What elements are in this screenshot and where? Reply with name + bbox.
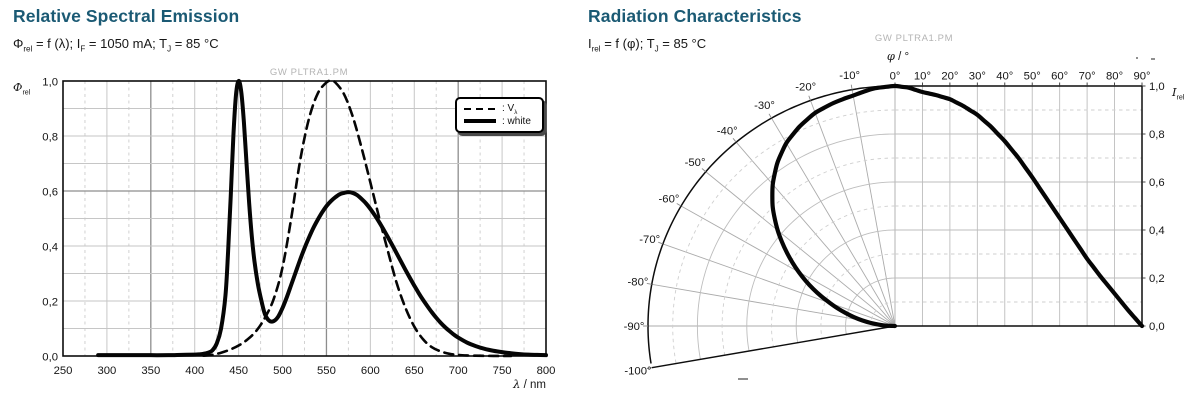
x-tick-label: 250 <box>54 365 73 377</box>
x-tick-label: 750 <box>493 365 512 377</box>
radiation-top-tick-labels: 0° 10° 20° 30° 40° 50° 60° 70° 80° 90° <box>890 71 1151 83</box>
angle-tick-label: -20° <box>795 81 816 93</box>
spectral-y-axis-label: Φrel <box>13 80 31 97</box>
angle-tick-label: -30° <box>754 100 775 112</box>
legend-row-vlambda: : Vλ <box>464 102 536 116</box>
r-tick-label: 0,0 <box>1149 321 1165 333</box>
legend-label-vlambda: : Vλ <box>502 102 518 116</box>
angle-tick-label: -90° <box>624 321 645 333</box>
angle-tick-label: 60° <box>1051 71 1068 83</box>
angle-tick-label: 50° <box>1024 71 1041 83</box>
x-tick-label: 800 <box>537 365 556 377</box>
legend-label-white: : white <box>502 115 531 127</box>
angle-tick-label: -70° <box>639 234 660 246</box>
spectral-legend: : Vλ : white <box>455 97 544 133</box>
x-tick-label: 700 <box>449 365 468 377</box>
spectral-title: Relative Spectral Emission <box>13 6 240 26</box>
angle-tick-label: 0° <box>890 71 901 83</box>
spectral-x-axis-label: λ / nm <box>513 377 546 391</box>
x-tick-label: 500 <box>273 365 292 377</box>
spectral-x-tick-labels: 250 300 350 400 450 500 550 600 650 700 750 800 <box>54 365 556 377</box>
y-tick-label: 0,4 <box>42 242 58 254</box>
radiation-subtitle: Irel = f (φ); TJ = 85 °C <box>588 36 707 54</box>
radiation-r-tick-labels: 1,0 0,8 0,6 0,4 0,2 0,0 <box>1149 81 1165 333</box>
legend-row-white: : white <box>464 115 536 127</box>
spectral-series-vlambda <box>202 79 513 358</box>
spectral-plot-frame <box>62 80 547 357</box>
x-tick-label: 650 <box>405 365 424 377</box>
radiation-frame <box>643 82 1146 369</box>
radiation-title: Radiation Characteristics <box>588 6 802 26</box>
angle-tick-label: -80° <box>628 277 649 289</box>
y-tick-label: 0,8 <box>42 132 58 144</box>
angle-tick-label: 70° <box>1079 71 1096 83</box>
legend-dashed-line-icon <box>464 107 496 111</box>
angle-tick-label: 10° <box>914 71 931 83</box>
angle-tick-label: -40° <box>717 126 738 138</box>
angle-tick-label: -10° <box>839 70 860 82</box>
x-tick-label: 400 <box>185 365 204 377</box>
y-tick-label: 0,6 <box>42 187 58 199</box>
x-tick-label: 350 <box>141 365 160 377</box>
angle-tick-label: -60° <box>659 194 680 206</box>
scan-artifact <box>738 378 748 380</box>
scan-artifact <box>1151 58 1155 60</box>
radiation-angle-axis-label: φ / ° <box>886 49 910 63</box>
y-tick-label: 0,0 <box>42 352 58 364</box>
angle-tick-label: 20° <box>941 71 958 83</box>
r-tick-label: 0,4 <box>1149 225 1165 237</box>
r-tick-label: 1,0 <box>1149 81 1165 93</box>
spectral-y-tick-labels: 1,0 0,8 0,6 0,4 0,2 0,0 <box>42 77 58 364</box>
spectral-subtitle: Φrel = f (λ); IF = 1050 mA; TJ = 85 °C <box>13 36 219 54</box>
r-tick-label: 0,8 <box>1149 129 1165 141</box>
spectral-series-white <box>96 78 548 358</box>
angle-tick-label: 90° <box>1133 71 1150 83</box>
x-tick-label: 600 <box>361 365 380 377</box>
radiation-curve <box>770 83 1145 329</box>
scan-artifact <box>1136 57 1138 59</box>
radiation-watermark: GW PLTRA1.PM <box>874 33 954 44</box>
angle-tick-label: 80° <box>1106 71 1123 83</box>
r-tick-label: 0,2 <box>1149 273 1165 285</box>
radiation-r-axis-label: Irel <box>1172 85 1185 102</box>
legend-solid-line-icon <box>464 119 496 123</box>
angle-tick-label: 30° <box>969 71 986 83</box>
spectral-watermark: GW PLTRA1.PM <box>269 67 349 78</box>
r-tick-label: 0,6 <box>1149 177 1165 189</box>
angle-tick-label: 40° <box>996 71 1013 83</box>
radiation-arc-tick-labels: -10° -20° -30° -40° -50° -60° -70° -80° -90° -100… <box>624 70 861 377</box>
x-tick-label: 450 <box>229 365 248 377</box>
x-tick-label: 550 <box>317 365 336 377</box>
y-tick-label: 1,0 <box>42 77 58 89</box>
angle-tick-label: -100° <box>624 365 651 377</box>
angle-tick-label: -50° <box>685 157 706 169</box>
y-tick-label: 0,2 <box>42 297 58 309</box>
x-tick-label: 300 <box>97 365 116 377</box>
